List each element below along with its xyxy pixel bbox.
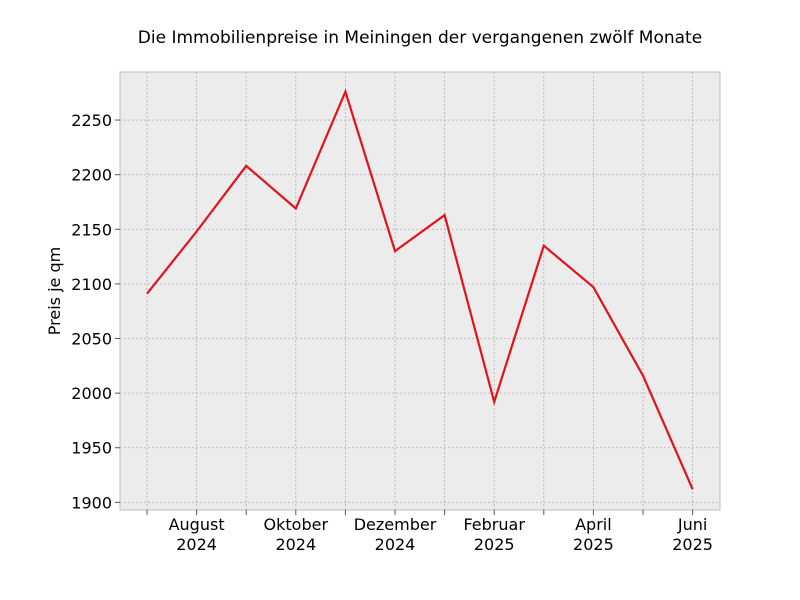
- x-tick-label: 2024: [275, 535, 316, 554]
- x-tick-label: Februar: [463, 515, 525, 534]
- plot-frame: [119, 71, 721, 511]
- x-tick-label: 2024: [176, 535, 217, 554]
- y-tick-label: 2200: [71, 166, 112, 185]
- y-axis: 1900 1950 2000 2050 2100 2150 2200 2250: [71, 111, 120, 512]
- x-tick-label: Dezember: [354, 515, 437, 534]
- y-axis-label: Preis je qm: [45, 247, 64, 335]
- y-tick-label: 2050: [71, 330, 112, 349]
- y-tick-label: 2150: [71, 220, 112, 239]
- x-tick-label: August: [169, 515, 225, 534]
- x-tick-label: 2024: [375, 535, 416, 554]
- grid: [120, 72, 720, 510]
- y-tick-label: 1900: [71, 493, 112, 512]
- series-group: [146, 88, 694, 490]
- y-tick-label: 2250: [71, 111, 112, 130]
- x-tick-label: Juni: [677, 515, 707, 534]
- series-line: [146, 88, 694, 490]
- x-tick-label: April: [575, 515, 612, 534]
- plot-area: [120, 72, 720, 510]
- y-tick-label: 2100: [71, 275, 112, 294]
- chart-title: Die Immobilienpreise in Meiningen der ve…: [138, 28, 702, 48]
- y-tick-label: 1950: [71, 439, 112, 458]
- x-tick-label: 2025: [573, 535, 614, 554]
- x-tick-label: Oktober: [264, 515, 329, 534]
- y-tick-label: 2000: [71, 384, 112, 403]
- x-tick-label: 2025: [672, 535, 713, 554]
- x-axis: August2024Oktober2024Dezember2024Februar…: [146, 510, 713, 554]
- x-tick-label: 2025: [474, 535, 515, 554]
